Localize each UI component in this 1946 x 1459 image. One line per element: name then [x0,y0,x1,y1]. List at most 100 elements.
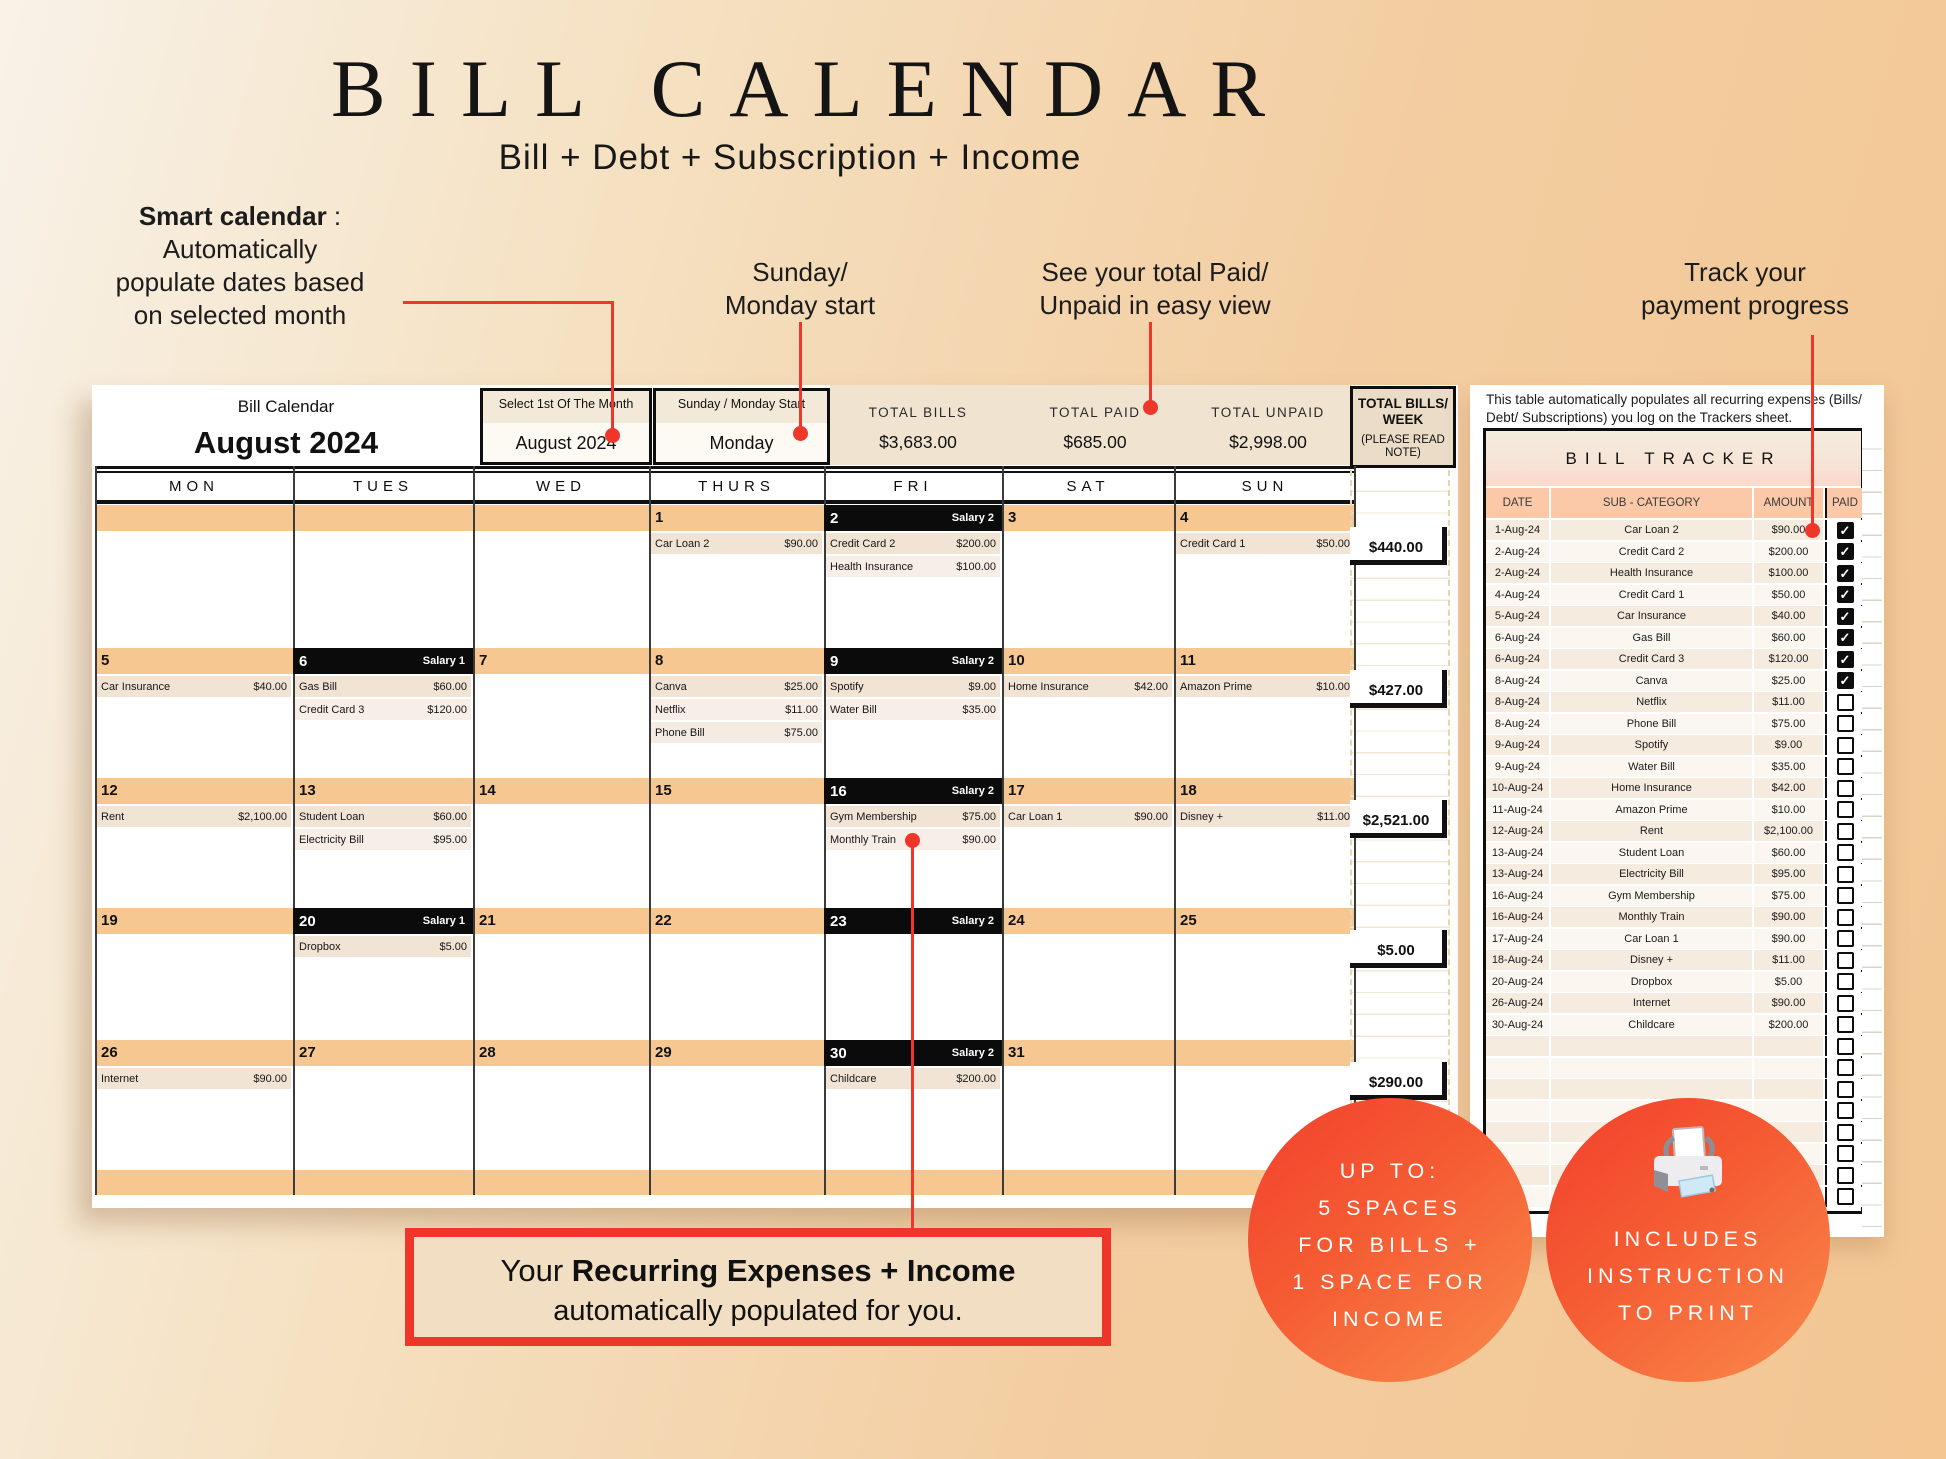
paid-checkbox[interactable] [1836,930,1854,947]
paid-checkbox[interactable]: ✓ [1836,607,1854,625]
bill-entry[interactable]: Spotify $9.00 [826,676,1000,697]
bill-entry[interactable]: Water Bill $35.00 [826,699,1000,720]
paid-checkbox[interactable] [1836,887,1854,904]
paid-checkbox[interactable] [1836,908,1854,926]
bill-entry[interactable]: Netflix $11.00 [651,699,822,720]
tracker-side-strip [1862,428,1882,1228]
tracker-paid-cell: ✓ [1825,649,1863,669]
bill-entry[interactable]: Credit Card 3 $120.00 [295,699,471,720]
badge-spaces: UP TO: 5 SPACES FOR BILLS + 1 SPACE FOR INCO… [1248,1098,1532,1382]
bill-entry-name: Electricity Bill [299,833,364,846]
bill-entry[interactable]: Gas Bill $60.00 [295,676,471,697]
bill-entry[interactable]: Car Loan 1 $90.00 [1004,806,1172,827]
paid-checkbox[interactable] [1836,1037,1854,1055]
bill-entry[interactable]: Electricity Bill $95.00 [295,829,471,850]
salary-day-chip[interactable]: 9 Salary 2 [824,648,1002,674]
paid-checkbox[interactable]: ✓ [1836,521,1854,539]
paid-checkbox[interactable] [1836,1102,1854,1119]
tracker-paid-cell: ✓ [1825,563,1863,583]
bill-entry[interactable]: Internet $90.00 [97,1068,291,1089]
recurring-callout-line2: automatically populated for you. [553,1295,963,1327]
paid-checkbox[interactable] [1836,973,1854,990]
day-number: 9 [830,652,839,670]
bill-entry[interactable]: Student Loan $60.00 [295,806,471,827]
tracker-paid-cell [1825,1079,1863,1099]
paid-checkbox[interactable] [1836,1016,1854,1033]
annotation-track-progress-line: payment progress [1640,290,1850,320]
paid-checkbox[interactable]: ✓ [1836,650,1854,668]
paid-checkbox[interactable] [1836,758,1854,775]
paid-checkbox[interactable] [1836,1145,1854,1162]
paid-checkbox[interactable]: ✓ [1836,543,1854,560]
calendar-grid: MON TUES WED THURS FRI SAT SUN 1 Car Loan 2 $90.0… [92,385,1458,1208]
paid-checkbox[interactable] [1836,1080,1854,1098]
paid-checkbox[interactable] [1836,1188,1854,1205]
bill-entry[interactable]: Home Insurance $42.00 [1004,676,1172,697]
paid-checkbox[interactable] [1836,994,1854,1012]
salary-day-chip[interactable]: 16 Salary 2 [824,778,1002,804]
paid-checkbox[interactable]: ✓ [1836,564,1854,582]
paid-checkbox[interactable] [1836,801,1854,818]
bill-entry[interactable]: Car Insurance $40.00 [97,676,291,697]
day-number: 21 [479,912,496,929]
paid-checkbox[interactable] [1836,1123,1854,1141]
bill-entry[interactable]: Gym Membership $75.00 [826,806,1000,827]
paid-checkbox[interactable] [1836,844,1854,861]
bill-entry[interactable]: Rent $2,100.00 [97,806,291,827]
day-header-sat: SAT [1066,478,1110,495]
paid-checkbox[interactable] [1836,1059,1854,1076]
connector-dot [905,833,920,848]
totals-area [830,385,1352,465]
salary-day-chip[interactable]: 2 Salary 2 [824,505,1002,531]
paid-checkbox[interactable] [1836,715,1854,732]
tracker-cell: Rent [1551,821,1752,841]
header-total-value: $3,683.00 [879,432,957,452]
bill-entry-name: Spotify [830,680,864,693]
paid-checkbox[interactable]: ✓ [1836,672,1854,689]
salary-day-chip[interactable]: 6 Salary 1 [293,648,473,674]
paid-checkbox[interactable] [1836,779,1854,797]
week-total-header-line: TOTAL BILLS/ [1358,396,1448,411]
paid-checkbox[interactable] [1836,736,1854,754]
paid-checkbox[interactable] [1836,865,1854,883]
connector-line [403,301,613,304]
salary-day-chip[interactable]: 20 Salary 1 [293,908,473,934]
select-month-cell[interactable]: Select 1st Of The Month August 2024 [480,388,652,465]
tracker-cell: 5-Aug-24 [1486,606,1549,626]
salary-label: Salary 2 [951,512,994,524]
badge-spaces-line: FOR BILLS + [1298,1233,1482,1257]
select-start-value[interactable]: Monday [709,433,774,453]
tracker-cell: 17-Aug-24 [1486,928,1549,949]
paid-checkbox[interactable]: ✓ [1836,629,1854,646]
tracker-cell: Car Loan 2 [1551,520,1752,540]
connector-dot [1143,400,1158,415]
bill-entry[interactable]: Amazon Prime $10.00 [1176,676,1354,697]
bill-entry[interactable]: Canva $25.00 [651,676,822,697]
connector-dot [1805,523,1820,538]
day-number: 30 [830,1044,847,1062]
tracker-paid-cell: ✓ [1825,520,1863,540]
paid-checkbox[interactable] [1836,693,1854,711]
paid-checkbox[interactable]: ✓ [1836,586,1854,603]
bill-entry-amount: $10.00 [1316,680,1350,693]
salary-label: Salary 2 [951,655,994,667]
day-number: 29 [655,1044,672,1061]
week-total-value: $290.00 [1350,1062,1447,1100]
bill-entry[interactable]: Health Insurance $100.00 [826,556,1000,577]
tracker-cell-empty [1551,1079,1752,1099]
bill-entry[interactable]: Credit Card 2 $200.00 [826,533,1000,554]
bill-entry[interactable]: Car Loan 2 $90.00 [651,533,822,554]
tracker-cell: Car Loan 1 [1551,928,1752,949]
paid-checkbox[interactable] [1836,822,1854,840]
header-total-1: TOTAL PAID $685.00 [1006,385,1184,465]
bill-entry[interactable]: Dropbox $5.00 [295,936,471,957]
bill-entry[interactable]: Credit Card 1 $50.00 [1176,533,1354,554]
day-number: 8 [655,652,664,669]
header-total-0: TOTAL BILLS $3,683.00 [830,385,1006,465]
annotation-start-day-line: Monday start [724,290,876,320]
bill-entry[interactable]: Disney + $11.00 [1176,806,1354,827]
paid-checkbox[interactable] [1836,951,1854,969]
paid-checkbox[interactable] [1836,1166,1854,1184]
select-month-value[interactable]: August 2024 [515,433,617,453]
bill-entry[interactable]: Phone Bill $75.00 [651,722,822,743]
